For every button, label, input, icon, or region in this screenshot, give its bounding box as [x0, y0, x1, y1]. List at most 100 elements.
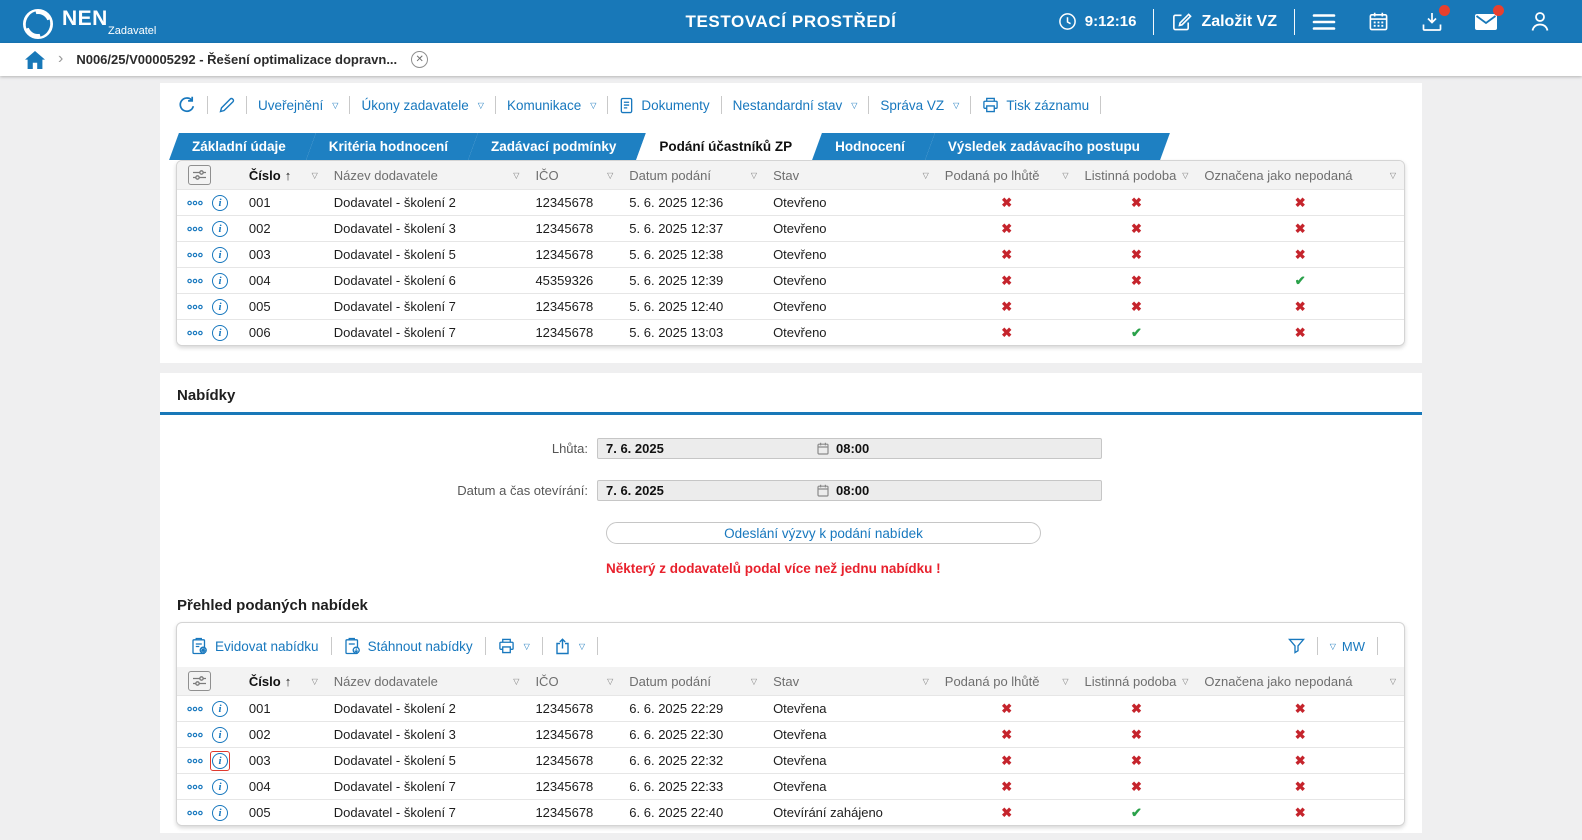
toolbar-item-tisk-z-znamu[interactable]: Tisk záznamu: [982, 97, 1089, 113]
tab-v-sledek-zad-vac-ho-postupu[interactable]: Výsledek zadávacího postupu: [933, 133, 1162, 160]
row-actions-button[interactable]: [187, 330, 203, 336]
opening-field[interactable]: 7. 6. 2025 08:00: [597, 480, 1102, 501]
filter-caret-icon[interactable]: ▽: [1062, 676, 1069, 686]
filter-caret-icon[interactable]: ▽: [750, 170, 758, 180]
toolbar-item-nestandardn-stav[interactable]: Nestandardní stav ▽: [733, 98, 858, 113]
filter-caret-icon[interactable]: ▽: [922, 676, 929, 686]
filter-caret-icon[interactable]: ▽: [607, 170, 614, 180]
tab-pod-n-astn-k-zp[interactable]: Podání účastníků ZP: [644, 133, 814, 160]
column-header-datum-podání[interactable]: Datum podání ▽: [629, 167, 758, 183]
filter-caret-icon[interactable]: ▽: [1182, 170, 1189, 180]
breadcrumb-item[interactable]: N006/25/V00005292 - Řešení optimalizace …: [76, 52, 398, 67]
filter-caret-icon[interactable]: ▽: [311, 170, 318, 180]
row-info-button[interactable]: i: [212, 804, 228, 821]
row-actions-button[interactable]: [187, 784, 203, 790]
row-actions-button[interactable]: [187, 732, 203, 738]
filter-caret-icon[interactable]: ▽: [1389, 170, 1396, 180]
row-actions-button[interactable]: [187, 706, 203, 712]
row-info-button[interactable]: i: [212, 220, 228, 237]
filter-caret-icon[interactable]: ▽: [922, 170, 929, 180]
deadline-field[interactable]: 7. 6. 2025 08:00: [597, 438, 1102, 459]
row-actions-button[interactable]: [187, 278, 203, 284]
filter-caret-icon[interactable]: ▽: [513, 676, 520, 686]
menu-button[interactable]: [1312, 10, 1336, 34]
column-header-název-dodavatele[interactable]: Název dodavatele ▽: [333, 673, 520, 689]
export-offers-button[interactable]: ▽: [555, 637, 585, 655]
row-info-button[interactable]: i: [212, 778, 228, 795]
filter-caret-icon[interactable]: ▽: [513, 170, 520, 180]
home-icon[interactable]: [25, 50, 45, 69]
table-row[interactable]: i 004 Dodavatel - školení 7 12345678 6. 6. 2…: [177, 773, 1404, 799]
filter-caret-icon[interactable]: ▽: [607, 676, 614, 686]
row-actions-button[interactable]: [187, 810, 203, 816]
table-row[interactable]: i 006 Dodavatel - školení 7 12345678 5. 6. 2…: [177, 319, 1404, 345]
column-header-datum-podání[interactable]: Datum podání ▽: [629, 673, 758, 689]
chevron-down-icon[interactable]: ▽: [1329, 641, 1336, 651]
column-header-listinná-podoba[interactable]: Listinná podoba ▽: [1084, 167, 1189, 183]
messages-button[interactable]: [1474, 4, 1504, 34]
download-offers-button[interactable]: Stáhnout nabídky: [344, 637, 473, 655]
table-row[interactable]: i 003 Dodavatel - školení 5 12345678 6. 6. 2…: [177, 747, 1404, 773]
filter-caret-icon[interactable]: ▽: [1182, 676, 1189, 686]
toolbar-item--kony-zadavatele[interactable]: Úkony zadavatele ▽: [361, 98, 483, 113]
send-invitation-button[interactable]: Odeslání výzvy k podání nabídek: [606, 522, 1041, 544]
table-row[interactable]: i 002 Dodavatel - školení 3 12345678 5. 6. 2…: [177, 215, 1404, 241]
history-button[interactable]: [178, 96, 196, 114]
table-row[interactable]: i 005 Dodavatel - školení 7 12345678 5. 6. 2…: [177, 293, 1404, 319]
tab-z-kladn-daje[interactable]: Základní údaje: [177, 133, 308, 160]
edit-button[interactable]: [219, 97, 235, 113]
row-info-button[interactable]: i: [212, 752, 228, 769]
filter-caret-icon[interactable]: ▽: [1062, 170, 1069, 180]
row-actions-button[interactable]: [187, 758, 203, 764]
column-header-stav[interactable]: Stav ▽: [773, 673, 929, 689]
table-row[interactable]: i 001 Dodavatel - školení 2 12345678 6. 6. 2…: [177, 695, 1404, 721]
column-header-listinná-podoba[interactable]: Listinná podoba ▽: [1084, 673, 1189, 689]
row-info-button[interactable]: i: [212, 246, 228, 263]
column-header-číslo[interactable]: Číslo ↑ ▽: [248, 167, 318, 183]
filter-caret-icon[interactable]: ▽: [311, 676, 318, 686]
row-info-button[interactable]: i: [212, 272, 228, 289]
filter-caret-icon[interactable]: ▽: [750, 676, 758, 686]
column-header-stav[interactable]: Stav ▽: [773, 167, 929, 183]
register-offer-button[interactable]: Evidovat nabídku: [191, 637, 319, 655]
row-actions-button[interactable]: [187, 200, 203, 206]
tab-krit-ria-hodnocen-[interactable]: Kritéria hodnocení: [314, 133, 470, 160]
row-actions-button[interactable]: [187, 252, 203, 258]
row-info-button[interactable]: i: [212, 324, 228, 341]
row-info-button[interactable]: i: [212, 700, 228, 717]
table-row[interactable]: i 001 Dodavatel - školení 2 12345678 5. 6. 2…: [177, 189, 1404, 215]
breadcrumb-close-icon[interactable]: ✕: [411, 51, 429, 68]
tab-hodnocen-[interactable]: Hodnocení: [820, 133, 927, 160]
toolbar-item-spr-va-vz[interactable]: Správa VZ ▽: [880, 98, 959, 113]
downloads-button[interactable]: [1420, 4, 1450, 34]
row-actions-button[interactable]: [187, 304, 203, 310]
print-offers-button[interactable]: ▽: [498, 638, 530, 654]
toolbar-item-uve-ejn-n-[interactable]: Uveřejnění ▽: [258, 98, 338, 113]
column-header-číslo[interactable]: Číslo ↑ ▽: [248, 673, 318, 689]
user-button[interactable]: [1528, 10, 1552, 34]
column-header-ičo[interactable]: IČO ▽: [535, 167, 614, 183]
toolbar-item-komunikace[interactable]: Komunikace ▽: [507, 98, 596, 113]
column-header-název-dodavatele[interactable]: Název dodavatele ▽: [333, 167, 520, 183]
column-header-podaná-po-lhůtě[interactable]: Podaná po lhůtě ▽: [944, 673, 1069, 689]
column-header-označena-jako-nepodaná[interactable]: Označena jako nepodaná ▽: [1204, 167, 1396, 183]
column-header-označena-jako-nepodaná[interactable]: Označena jako nepodaná ▽: [1204, 673, 1396, 689]
column-settings-icon[interactable]: [188, 165, 211, 185]
table-row[interactable]: i 003 Dodavatel - školení 5 12345678 5. 6. 2…: [177, 241, 1404, 267]
table-row[interactable]: i 005 Dodavatel - školení 7 12345678 6. 6. 2…: [177, 799, 1404, 825]
row-actions-button[interactable]: [187, 226, 203, 232]
column-header-podaná-po-lhůtě[interactable]: Podaná po lhůtě ▽: [944, 167, 1069, 183]
column-header-ičo[interactable]: IČO ▽: [535, 673, 614, 689]
row-info-button[interactable]: i: [212, 726, 228, 743]
column-settings-icon[interactable]: [188, 671, 211, 691]
filter-preset-label[interactable]: MW: [1341, 638, 1365, 654]
table-row[interactable]: i 002 Dodavatel - školení 3 12345678 6. 6. 2…: [177, 721, 1404, 747]
toolbar-item-dokumenty[interactable]: Dokumenty: [619, 97, 710, 114]
calendar-button[interactable]: [1366, 10, 1390, 34]
tab-zad-vac-podm-nky[interactable]: Zadávací podmínky: [476, 133, 638, 160]
table-row[interactable]: i 004 Dodavatel - školení 6 45359326 5. 6. 2…: [177, 267, 1404, 293]
filter-caret-icon[interactable]: ▽: [1389, 676, 1396, 686]
nen-logo[interactable]: NEN Zadavatel: [0, 3, 156, 40]
row-info-button[interactable]: i: [212, 298, 228, 315]
row-info-button[interactable]: i: [212, 194, 228, 211]
